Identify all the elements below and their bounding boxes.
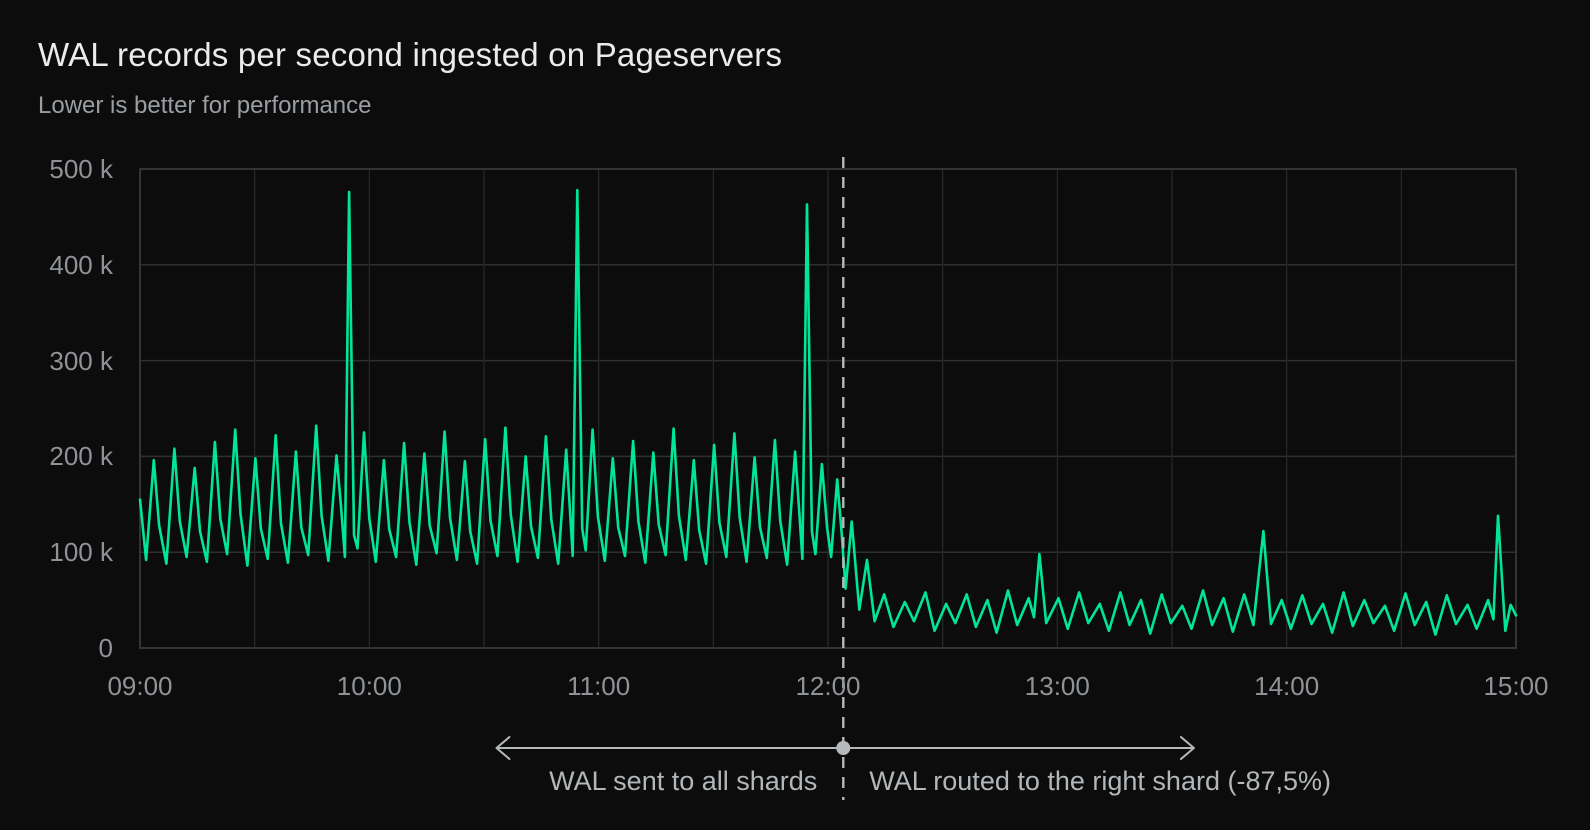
y-axis: 500 k 400 k 300 k 200 k 100 k 0 <box>0 0 113 830</box>
arrow-head-right-icon <box>1179 736 1195 760</box>
x-axis-label: 10:00 <box>336 671 402 701</box>
x-axis-label: 14:00 <box>1254 671 1320 701</box>
y-axis-label: 500 k <box>49 154 113 184</box>
y-axis-label: 300 k <box>49 345 113 376</box>
chart-subtitle: Lower is better for performance <box>38 92 372 119</box>
divider-dot-icon <box>836 741 851 755</box>
x-axis-label: 12:00 <box>795 671 861 701</box>
x-axis-label: 09:00 <box>107 671 173 701</box>
x-axis-label: 15:00 <box>1483 671 1549 701</box>
y-axis-label: 100 k <box>49 537 113 568</box>
plot-border <box>139 168 1517 649</box>
y-axis-label: 0 <box>98 633 113 663</box>
x-axis-label: 13:00 <box>1024 671 1090 701</box>
x-axis-label: 11:00 <box>567 671 631 701</box>
y-axis-label: 200 k <box>49 441 113 472</box>
annotation-label-before: WAL sent to all shards <box>549 766 818 796</box>
arrow-head-left-icon <box>495 736 511 760</box>
wal-series-line <box>138 188 1518 636</box>
y-axis-label: 400 k <box>49 249 113 280</box>
annotation-label-after: WAL routed to the right shard (-87,5%) <box>869 766 1331 796</box>
chart-title: WAL records per second ingested on Pages… <box>38 36 783 73</box>
